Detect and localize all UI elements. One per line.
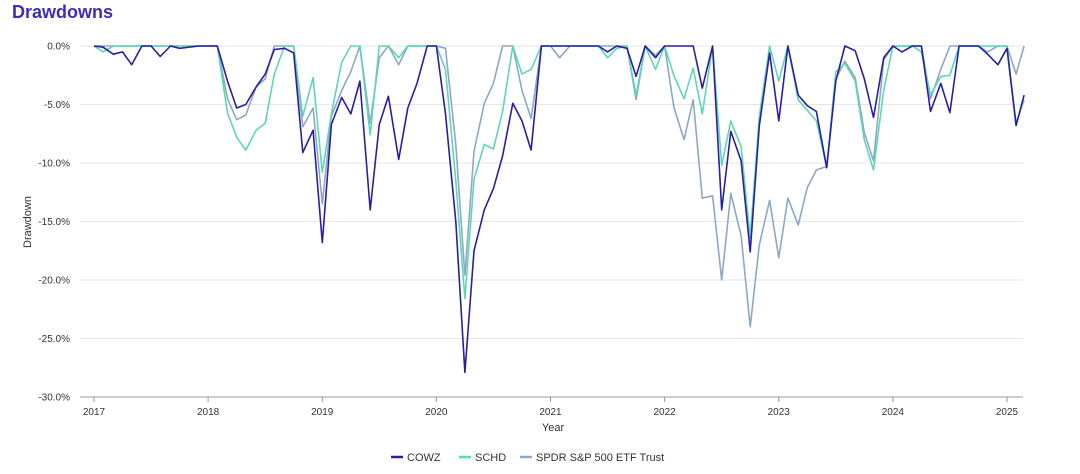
legend-label: COWZ (407, 452, 441, 464)
series-line-0 (93, 45, 1025, 374)
series-line-2 (94, 45, 1025, 328)
y-tick-label: -20.0% (38, 276, 70, 287)
y-tick-label: -30.0% (38, 393, 70, 404)
legend: COWZ SCHD SPDR S&P 500 ETF Trust (391, 452, 664, 464)
x-tick-label: 2017 (83, 407, 106, 418)
x-axis-label: Year (542, 422, 565, 434)
grid-lines (80, 45, 1023, 339)
y-tick-label: -5.0% (44, 100, 70, 111)
chart-title: Drawdowns (12, 2, 114, 22)
y-tick-label: -15.0% (38, 217, 70, 228)
x-tick-label: 2025 (996, 407, 1019, 418)
x-tick-label: 2019 (311, 407, 334, 418)
series-line-1 (93, 45, 1025, 300)
x-tick-label: 2018 (197, 407, 220, 418)
legend-label: SCHD (475, 452, 506, 464)
series-lines (93, 45, 1025, 374)
x-tick-label: 2020 (425, 407, 448, 418)
x-tick-label: 2024 (882, 407, 905, 418)
y-tick-label: -25.0% (38, 334, 70, 345)
x-tick-label: 2021 (539, 407, 562, 418)
x-tick-labels: 2017 2018 2019 2020 2021 2022 2023 2024 2025 (83, 397, 1019, 418)
legend-label: SPDR S&P 500 ETF Trust (536, 452, 664, 464)
y-tick-labels: 0.0% -5.0% -10.0% -15.0% -20.0% -25.0% -30.0% (38, 42, 70, 404)
x-tick-label: 2022 (654, 407, 677, 418)
y-tick-label: -10.0% (38, 159, 70, 170)
y-axis-label: Drawdown (22, 196, 34, 248)
x-tick-label: 2023 (768, 407, 791, 418)
y-tick-label: 0.0% (47, 42, 70, 53)
